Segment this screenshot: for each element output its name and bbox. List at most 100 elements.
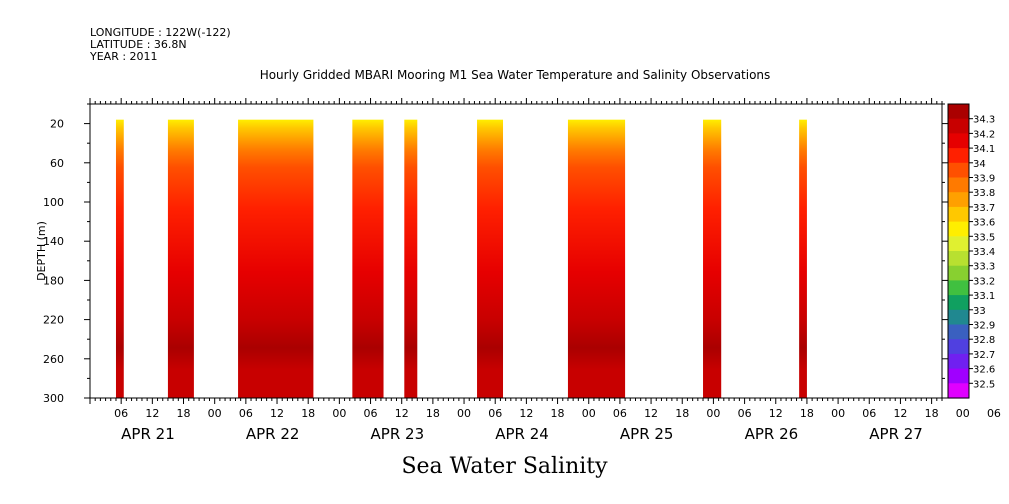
colorbar-swatch xyxy=(948,383,969,399)
x-hour-tick-label: 18 xyxy=(551,407,565,420)
x-hour-tick-label: 00 xyxy=(208,407,222,420)
data-segment-7 xyxy=(567,119,626,399)
colorbar-level-label: 33.8 xyxy=(973,188,995,199)
x-hour-tick-label: 18 xyxy=(675,407,689,420)
data-segment-8 xyxy=(703,119,722,399)
colorbar-swatch xyxy=(948,251,969,267)
data-segment-9 xyxy=(799,119,807,399)
x-hour-tick-label: 06 xyxy=(738,407,752,420)
data-segment-1 xyxy=(115,119,124,399)
data-segment-2 xyxy=(167,119,194,399)
x-hour-tick-label: 06 xyxy=(114,407,128,420)
colorbar-level-label: 34.1 xyxy=(973,144,995,155)
y-tick-label: 260 xyxy=(43,353,64,366)
y-tick-label: 60 xyxy=(50,157,64,170)
colorbar-swatch xyxy=(948,148,969,164)
colorbar-level-label: 34.3 xyxy=(973,115,995,126)
x-hour-tick-label: 12 xyxy=(270,407,284,420)
x-day-label: APR 23 xyxy=(371,425,425,443)
x-hour-tick-label: 12 xyxy=(519,407,533,420)
x-hour-tick-label: 12 xyxy=(769,407,783,420)
chart-main-title: Sea Water Salinity xyxy=(401,454,608,479)
colorbar-level-label: 33.4 xyxy=(973,247,995,258)
data-segment-3 xyxy=(238,119,314,399)
colorbar-level-label: 34 xyxy=(973,159,986,170)
colorbar-swatch xyxy=(948,133,969,149)
colorbar-level-label: 34.2 xyxy=(973,129,995,140)
x-hour-tick-label: 06 xyxy=(613,407,627,420)
colorbar-level-label: 33.1 xyxy=(973,291,995,302)
plot-frame xyxy=(89,103,943,399)
x-hour-tick-label: 18 xyxy=(426,407,440,420)
x-hour-tick-label: 06 xyxy=(862,407,876,420)
x-hour-tick-label: 18 xyxy=(925,407,939,420)
x-day-label: APR 27 xyxy=(869,425,923,443)
y-tick-label: 20 xyxy=(50,118,64,131)
colorbar-level-label: 33.3 xyxy=(973,262,995,273)
data-segment-6 xyxy=(477,119,504,399)
latitude-label: LATITUDE : 36.8N xyxy=(90,38,187,51)
x-hour-tick-label: 00 xyxy=(706,407,720,420)
x-hour-tick-label: 18 xyxy=(800,407,814,420)
colorbar: 34.3 34.2 34.1 34 33.9 33.8 33.7 33.6 33.5 33.4 33… xyxy=(947,103,995,399)
x-hour-tick-label: 00 xyxy=(457,407,471,420)
data-layer xyxy=(115,119,807,399)
colorbar-swatch xyxy=(948,221,969,237)
colorbar-swatch xyxy=(948,265,969,281)
colorbar-swatch xyxy=(948,295,969,311)
colorbar-swatch xyxy=(948,368,969,384)
axis-layer: 06 12 18 00 06 12 18 00 06 12 18 00 06 12 18 00 06 12 18 00… xyxy=(35,98,1001,443)
colorbar-level-label: 32.6 xyxy=(973,365,995,376)
colorbar-swatch xyxy=(948,353,969,370)
y-tick-label: 220 xyxy=(43,314,64,327)
x-hour-tick-label: 00 xyxy=(582,407,596,420)
x-hour-tick-label: 00 xyxy=(831,407,845,420)
colorbar-level-label: 33.7 xyxy=(973,203,995,214)
x-day-label: APR 22 xyxy=(246,425,300,443)
x-day-label: APR 25 xyxy=(620,425,674,443)
x-hour-tick-label: 06 xyxy=(488,407,502,420)
colorbar-level-label: 32.7 xyxy=(973,350,995,361)
colorbar-swatch xyxy=(948,280,969,296)
x-hour-tick-label: 12 xyxy=(893,407,907,420)
data-segment-4 xyxy=(352,119,384,399)
x-day-label: APR 26 xyxy=(745,425,799,443)
colorbar-level-label: 32.5 xyxy=(973,379,995,390)
x-hour-tick-label: 12 xyxy=(644,407,658,420)
colorbar-swatch xyxy=(948,192,969,208)
colorbar-swatch xyxy=(948,309,969,326)
colorbar-level-label: 32.8 xyxy=(973,335,995,346)
y-tick-label: 100 xyxy=(43,196,64,209)
colorbar-swatch xyxy=(948,118,969,134)
colorbar-level-label: 33.5 xyxy=(973,232,995,243)
year-label: YEAR : 2011 xyxy=(90,50,158,63)
colorbar-swatch xyxy=(948,324,969,340)
x-hour-tick-label: 12 xyxy=(145,407,159,420)
colorbar-swatch xyxy=(948,177,969,193)
x-hour-tick-label: 06 xyxy=(987,407,1001,420)
colorbar-level-label: 33.9 xyxy=(973,174,995,185)
colorbar-swatch xyxy=(948,162,969,179)
colorbar-level-label: 33.2 xyxy=(973,276,995,287)
y-tick-label: 140 xyxy=(43,235,64,248)
x-day-label: APR 24 xyxy=(495,425,549,443)
x-hour-tick-label: 00 xyxy=(332,407,346,420)
x-hour-tick-label: 18 xyxy=(301,407,315,420)
colorbar-swatch xyxy=(948,236,969,252)
longitude-label: LONGITUDE : 122W(-122) xyxy=(90,26,231,39)
colorbar-level-label: 33.6 xyxy=(973,218,995,229)
colorbar-swatch xyxy=(948,206,969,223)
x-hour-tick-label: 18 xyxy=(177,407,191,420)
y-tick-label: 180 xyxy=(43,274,64,287)
x-hour-tick-label: 00 xyxy=(956,407,970,420)
x-hour-tick-label: 06 xyxy=(239,407,253,420)
colorbar-swatch xyxy=(948,339,969,355)
colorbar-level-label: 32.9 xyxy=(973,321,995,332)
colorbar-swatch xyxy=(948,104,969,120)
x-hour-tick-label: 12 xyxy=(395,407,409,420)
x-day-label: APR 21 xyxy=(121,425,175,443)
x-hour-tick-label: 06 xyxy=(364,407,378,420)
y-axis-label: DEPTH (m) xyxy=(35,221,48,281)
y-tick-label: 300 xyxy=(43,392,64,405)
